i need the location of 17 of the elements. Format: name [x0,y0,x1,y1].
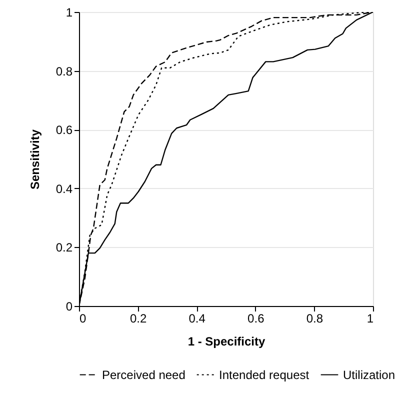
legend-label: Intended request [219,368,310,382]
x-tick-label: 0.6 [248,312,265,326]
x-tick-label: 0.2 [130,312,147,326]
legend-label: Utilization [343,368,396,382]
x-axis-title: 1 - Specificity [188,334,266,348]
y-axis-title: Sensitivity [28,129,42,190]
x-tick-label: 1 [366,312,374,326]
y-tick-label: 0.6 [56,123,73,138]
legend-label: Perceived need [102,368,186,382]
x-tick-label: 0.8 [306,312,324,326]
x-tick-label: 0.4 [188,312,206,326]
y-tick-label: 0.8 [56,64,73,78]
x-tick-label: 0 [80,312,86,326]
y-tick-label: 1 [66,6,73,20]
y-tick-label: 0.2 [56,240,73,255]
y-tick-label: 0 [66,300,73,314]
y-tick-label: 0.4 [56,182,73,196]
